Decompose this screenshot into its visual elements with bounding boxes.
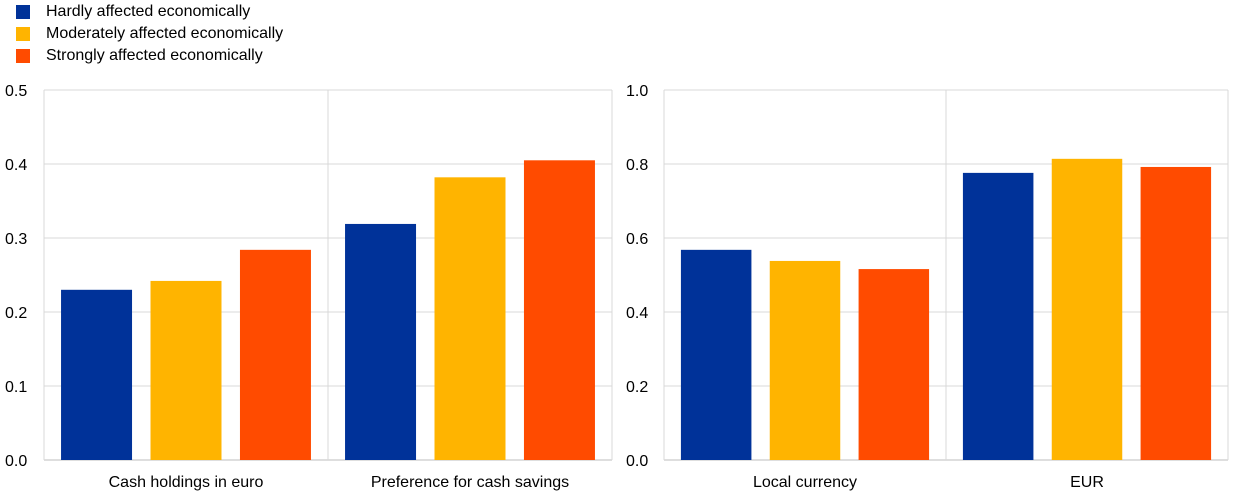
y-tick-label: 0.8 [626, 157, 648, 174]
legend-swatch [16, 5, 30, 19]
bar [1140, 166, 1212, 460]
y-tick-label: 0.1 [5, 379, 27, 396]
x-category-label: EUR [1070, 474, 1104, 491]
legend-item-strongly: Strongly affected economically [16, 47, 263, 65]
legend-swatch [16, 49, 30, 63]
bar [345, 223, 417, 460]
legend-item-moderately: Moderately affected economically [16, 25, 283, 43]
legend-swatch [16, 27, 30, 41]
x-category-label: Local currency [753, 474, 857, 491]
bar [61, 289, 133, 460]
x-category-label: Preference for cash savings [371, 474, 569, 491]
bar [858, 269, 930, 460]
legend-label: Strongly affected economically [46, 47, 263, 64]
bar [434, 177, 506, 460]
bar [239, 249, 311, 460]
bar [523, 160, 595, 461]
y-tick-label: 0.4 [626, 305, 648, 322]
y-tick-label: 0.3 [5, 231, 27, 248]
bar [1051, 158, 1123, 460]
y-tick-label: 0.0 [626, 453, 648, 470]
bar [150, 280, 222, 460]
legend-label: Moderately affected economically [46, 25, 284, 42]
x-category-label: Cash holdings in euro [109, 474, 264, 491]
y-tick-label: 0.0 [5, 453, 27, 470]
y-tick-label: 0.2 [626, 379, 648, 396]
bar [769, 260, 841, 460]
bar [962, 172, 1034, 460]
bar [680, 249, 752, 460]
y-tick-label: 0.2 [5, 305, 27, 322]
y-tick-label: 0.5 [5, 83, 27, 100]
y-tick-label: 0.4 [5, 157, 27, 174]
y-tick-label: 0.6 [626, 231, 648, 248]
legend-label: Hardly affected economically [46, 3, 251, 20]
legend-item-hardly: Hardly affected economically [16, 3, 250, 21]
y-tick-label: 1.0 [626, 83, 648, 100]
